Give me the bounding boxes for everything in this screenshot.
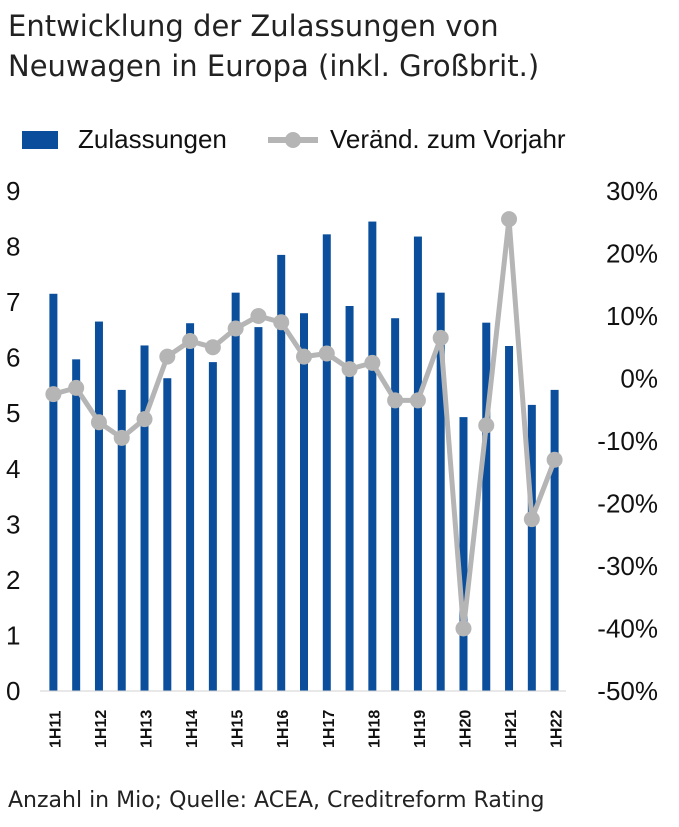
- y-axis-left: 0 1 2 3 4 5 6 7 8 9: [6, 176, 20, 706]
- source-note: Anzahl in Mio; Quelle: ACEA, Creditrefor…: [8, 788, 545, 813]
- x-tick-label: 1H21: [503, 710, 520, 748]
- line-point: [159, 348, 176, 365]
- y-right-tick-label: -40%: [597, 614, 658, 644]
- bar: [163, 378, 172, 691]
- bar: [368, 221, 377, 692]
- bar: [117, 389, 126, 691]
- line-point: [182, 333, 199, 349]
- line-point: [227, 320, 244, 337]
- x-tick-label: 1H16: [275, 710, 292, 748]
- x-tick-label: 1H15: [230, 710, 247, 748]
- line-point: [432, 329, 449, 346]
- bar: [322, 234, 331, 692]
- y-right-tick-label: 30%: [606, 176, 658, 206]
- y-left-tick-label: 2: [6, 565, 20, 595]
- line-point: [546, 451, 563, 468]
- legend-label-zulassungen: Zulassungen: [78, 124, 227, 154]
- bar: [345, 306, 354, 691]
- x-tick-label: 1H13: [139, 710, 156, 748]
- y-left-tick-label: 6: [6, 343, 20, 373]
- line-point: [204, 339, 221, 356]
- x-tick-label: 1H19: [412, 710, 429, 748]
- x-tick-label: 1H18: [366, 710, 383, 748]
- y-right-tick-label: 20%: [606, 239, 658, 269]
- bar: [277, 254, 286, 691]
- bar: [231, 292, 240, 691]
- x-tick-label: 1H20: [457, 710, 474, 748]
- y-left-tick-label: 1: [6, 620, 20, 650]
- line-point: [409, 392, 426, 409]
- chart-title: Entwicklung der Zulassungen von Neuwagen…: [8, 6, 668, 86]
- bar: [49, 293, 58, 691]
- line-point: [318, 345, 335, 362]
- x-tick-label: 1H17: [321, 710, 338, 748]
- chart-title-line-2: Neuwagen in Europa (inkl. Großbrit.): [8, 49, 540, 83]
- y-right-tick-label: -30%: [597, 551, 658, 581]
- line-point: [113, 429, 130, 446]
- line-point: [136, 411, 153, 428]
- line-point: [273, 314, 290, 331]
- bar: [94, 321, 103, 691]
- line-point: [364, 354, 381, 371]
- bar: [300, 313, 308, 691]
- line-point: [455, 620, 472, 637]
- x-tick-label: 1H14: [184, 710, 201, 748]
- y-right-tick-label: 0%: [620, 364, 658, 394]
- bar: [550, 389, 559, 691]
- bar: [254, 327, 263, 691]
- y-left-tick-label: 4: [6, 454, 20, 484]
- line-point: [523, 511, 540, 528]
- bar: [72, 359, 81, 691]
- line-point: [45, 386, 62, 403]
- y-left-tick-label: 5: [6, 398, 20, 428]
- line-series: [45, 211, 563, 637]
- bar-series: [49, 221, 559, 692]
- bar: [413, 236, 422, 692]
- legend-swatch-zulassungen: [22, 131, 58, 149]
- bar: [186, 323, 195, 691]
- bar: [208, 362, 217, 691]
- y-right-tick-label: 10%: [606, 301, 658, 331]
- y-axis-right: -50% -40% -30% -20% -10% 0% 10% 20% 30%: [597, 176, 658, 706]
- y-right-tick-label: -20%: [597, 489, 658, 519]
- y-left-tick-label: 0: [6, 676, 20, 706]
- bar: [391, 318, 400, 691]
- line-point: [68, 379, 85, 396]
- bar: [459, 417, 468, 691]
- x-tick-label: 1H11: [47, 711, 64, 748]
- chart-title-line-1: Entwicklung der Zulassungen von: [8, 9, 499, 43]
- x-tick-label: 1H22: [549, 710, 566, 748]
- y-left-tick-label: 3: [6, 509, 20, 539]
- line-point: [250, 308, 267, 324]
- y-left-tick-label: 9: [6, 176, 20, 206]
- line-point: [90, 414, 107, 431]
- bar: [436, 292, 445, 691]
- y-right-tick-label: -10%: [597, 426, 658, 456]
- bar: [140, 345, 149, 691]
- line-point: [296, 348, 312, 365]
- line-point: [387, 392, 404, 409]
- x-axis-labels: 1H11 1H12 1H13 1H14 1H15 1H16 1H17 1H18 1H19 1H20…: [47, 710, 565, 748]
- bar: [482, 322, 491, 691]
- y-left-tick-label: 7: [6, 287, 20, 317]
- legend: Zulassungen Veränd. zum Vorjahr: [22, 124, 566, 154]
- bar: [505, 346, 514, 691]
- legend-label-veraenderung: Veränd. zum Vorjahr: [330, 124, 566, 154]
- line-point: [501, 211, 518, 228]
- line-point: [478, 417, 495, 434]
- x-tick-label: 1H12: [93, 710, 110, 748]
- legend-marker-veraenderung: [285, 132, 301, 148]
- y-left-tick-label: 8: [6, 232, 20, 262]
- line-point: [341, 361, 358, 378]
- bar: [527, 404, 536, 691]
- y-right-tick-label: -50%: [597, 676, 658, 706]
